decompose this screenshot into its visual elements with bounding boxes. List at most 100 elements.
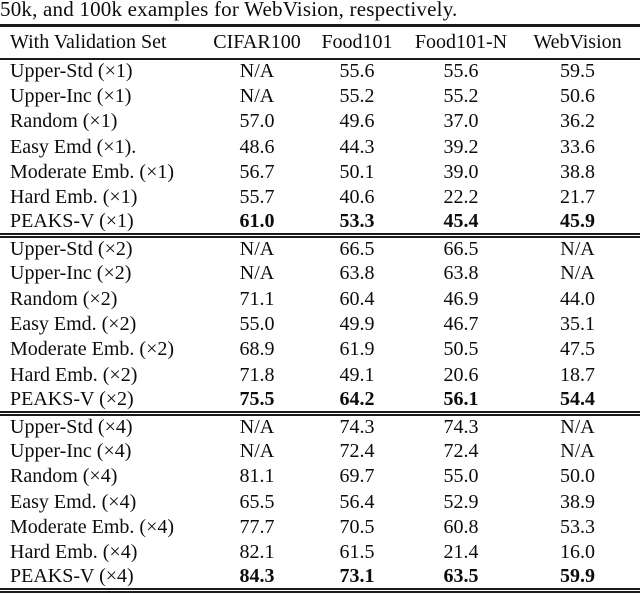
table-row: PEAKS-V (×1) 61.0 53.3 45.4 45.9	[0, 210, 640, 236]
row-label: Hard Emb. (×4)	[10, 541, 138, 564]
cell-value: 37.0	[443, 110, 479, 133]
cell-value: 66.5	[339, 238, 375, 261]
table-row: Random (×2) 71.1 60.4 46.9 44.0	[0, 287, 640, 312]
table-header: With Validation Set CIFAR100 Food101 Food10…	[0, 26, 640, 59]
cell-value: 56.7	[239, 160, 275, 183]
cell-value: 55.6	[339, 60, 375, 83]
cell-value: 63.8	[443, 262, 479, 285]
row-label: PEAKS-V (×2)	[10, 387, 134, 410]
row-label: Random (×1)	[10, 110, 118, 133]
table-row: PEAKS-V (×4) 84.3 73.1 63.5 59.9	[0, 565, 640, 591]
cell-value: 74.3	[339, 415, 375, 438]
cell-value: 56.1	[443, 387, 479, 410]
cell-value: 56.4	[339, 490, 375, 513]
row-label: PEAKS-V (×4)	[10, 565, 134, 588]
cell-value: 16.0	[560, 541, 595, 564]
cell-value: N/A	[239, 415, 275, 438]
cell-value: 59.9	[560, 565, 595, 588]
row-label: Moderate Emb. (×1)	[10, 160, 175, 183]
cell-value: 21.4	[443, 541, 479, 564]
table-row: Upper-Inc (×4) N/A 72.4 72.4 N/A	[0, 439, 640, 464]
row-label: Hard Emb. (×1)	[10, 186, 138, 209]
table-row: Moderate Emb. (×2) 68.9 61.9 50.5 47.5	[0, 337, 640, 362]
cell-value: 33.6	[560, 135, 595, 158]
cell-value: 50.0	[560, 465, 595, 488]
cell-value: N/A	[239, 84, 275, 107]
cell-value: 70.5	[339, 515, 375, 538]
table-row: Moderate Emb. (×1) 56.7 50.1 39.0 38.8	[0, 160, 640, 185]
cell-value: 61.0	[239, 210, 275, 233]
caption-text: 50k, and 100k examples for WebVision, re…	[0, 0, 458, 21]
cell-value: N/A	[560, 238, 595, 261]
cell-value: 36.2	[560, 110, 595, 133]
row-label: Random (×2)	[10, 287, 118, 310]
cell-value: 53.3	[339, 210, 375, 233]
cell-value: N/A	[560, 439, 595, 462]
column-header: WebVision	[533, 30, 622, 53]
cell-value: 77.7	[239, 515, 275, 538]
cell-value: N/A	[560, 415, 595, 438]
cell-value: 53.3	[560, 515, 595, 538]
cell-value: 69.7	[339, 465, 375, 488]
cell-value: 63.8	[339, 262, 375, 285]
cell-value: N/A	[239, 262, 275, 285]
table-row: Random (×4) 81.1 69.7 55.0 50.0	[0, 464, 640, 489]
row-label: Upper-Inc (×4)	[10, 439, 132, 462]
table-row: Upper-Std (×2) N/A 66.5 66.5 N/A	[0, 236, 640, 262]
cell-value: N/A	[239, 60, 275, 83]
cell-value: 44.3	[339, 135, 375, 158]
row-label: Moderate Emb. (×4)	[10, 515, 175, 538]
cell-value: 81.1	[239, 465, 275, 488]
cell-value: 71.1	[239, 287, 275, 310]
cell-value: 63.5	[443, 565, 479, 588]
cell-value: 72.4	[339, 439, 375, 462]
table-row: Easy Emd (×1). 48.6 44.3 39.2 33.6	[0, 134, 640, 159]
cell-value: 60.8	[443, 515, 479, 538]
cell-value: 49.1	[339, 363, 375, 386]
cell-value: 45.9	[560, 210, 595, 233]
cell-value: 22.2	[443, 186, 479, 209]
table-section-1: Upper-Std (×1) N/A 55.6 55.6 59.5 Upper-Inc (…	[0, 59, 640, 236]
cell-value: 57.0	[239, 110, 275, 133]
cell-value: 74.3	[443, 415, 479, 438]
row-label: Easy Emd. (×4)	[10, 490, 137, 513]
column-header-label: With Validation Set	[10, 30, 167, 53]
cell-value: 38.9	[560, 490, 595, 513]
cell-value: 61.9	[339, 338, 375, 361]
row-label: Upper-Std (×4)	[10, 415, 133, 438]
cell-value: 61.5	[339, 541, 375, 564]
cell-value: 55.6	[443, 60, 479, 83]
table-row: Upper-Inc (×2) N/A 63.8 63.8 N/A	[0, 261, 640, 286]
row-label: Upper-Inc (×1)	[10, 84, 132, 107]
cell-value: N/A	[239, 238, 275, 261]
cell-value: 21.7	[560, 186, 595, 209]
cell-value: 46.9	[443, 287, 479, 310]
row-label: Upper-Inc (×2)	[10, 262, 132, 285]
cell-value: N/A	[239, 439, 275, 462]
cell-value: 48.6	[239, 135, 275, 158]
table-row: Upper-Std (×1) N/A 55.6 55.6 59.5	[0, 59, 640, 84]
cell-value: 52.9	[443, 490, 479, 513]
cell-value: 20.6	[443, 363, 479, 386]
cell-value: 39.2	[443, 135, 479, 158]
cell-value: 72.4	[443, 439, 479, 462]
table-row: Hard Emb. (×2) 71.8 49.1 20.6 18.7	[0, 362, 640, 387]
cell-value: 44.0	[560, 287, 595, 310]
table-row: Hard Emb. (×4) 82.1 61.5 21.4 16.0	[0, 540, 640, 565]
column-header: Food101	[321, 30, 393, 53]
row-label: Moderate Emb. (×2)	[10, 338, 175, 361]
column-header: CIFAR100	[213, 30, 301, 53]
table-section-2: Upper-Std (×2) N/A 66.5 66.5 N/A Upper-Inc (×…	[0, 235, 640, 413]
cell-value: 40.6	[339, 186, 375, 209]
row-label: Hard Emb. (×2)	[10, 363, 138, 386]
cell-value: 84.3	[239, 565, 275, 588]
cell-value: 60.4	[339, 287, 375, 310]
cell-value: 55.2	[339, 84, 375, 107]
cell-value: 54.4	[560, 387, 595, 410]
cell-value: 47.5	[560, 338, 595, 361]
cell-value: 55.2	[443, 84, 479, 107]
row-label: Random (×4)	[10, 465, 118, 488]
cell-value: 66.5	[443, 238, 479, 261]
results-table: With Validation Set CIFAR100 Food101 Food10…	[0, 24, 640, 594]
row-label: Easy Emd. (×2)	[10, 313, 137, 336]
